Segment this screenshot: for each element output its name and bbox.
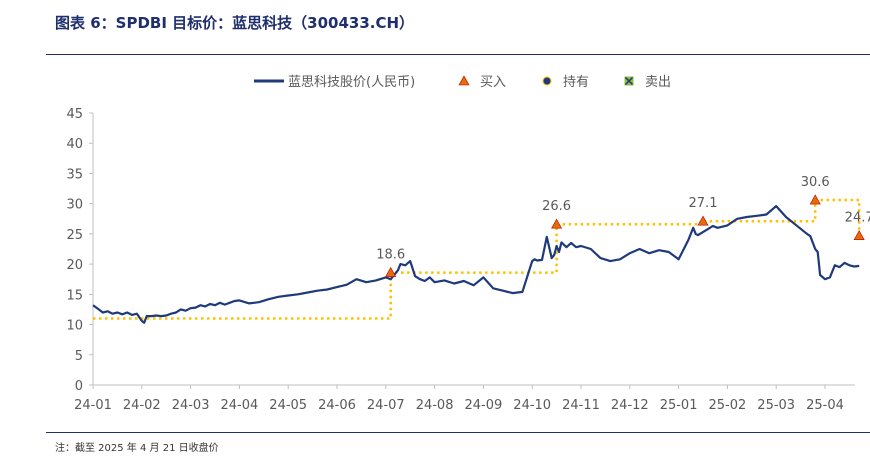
rating-marker-2 bbox=[697, 215, 709, 226]
legend-label-2: 持有 bbox=[563, 75, 589, 90]
target-label-3: 30.6 bbox=[801, 175, 830, 190]
rating-marker-4 bbox=[853, 230, 865, 241]
x-tick-label: 24-11 bbox=[562, 398, 600, 413]
x-tick-label: 24-12 bbox=[611, 398, 649, 413]
y-tick-label: 15 bbox=[66, 288, 83, 303]
x-tick-label: 24-07 bbox=[367, 398, 405, 413]
y-tick-label: 5 bbox=[75, 349, 83, 364]
y-tick-label: 0 bbox=[75, 379, 83, 394]
legend-swatch-3 bbox=[624, 76, 634, 86]
x-tick-label: 24-01 bbox=[74, 398, 112, 413]
legend-label-3: 卖出 bbox=[645, 75, 671, 90]
y-tick-label: 25 bbox=[66, 228, 83, 243]
x-tick-label: 25-02 bbox=[709, 398, 747, 413]
x-tick-label: 25-04 bbox=[806, 398, 844, 413]
x-tick-label: 24-05 bbox=[269, 398, 307, 413]
y-tick-label: 10 bbox=[66, 319, 83, 334]
stock-chart: 蓝思科技股价(人民币) 买入 持有 卖出 0 5 10 15 20 25 30 35 40 45 24-… bbox=[66, 75, 870, 413]
x-tick-label: 24-06 bbox=[318, 398, 356, 413]
legend-label-1: 买入 bbox=[480, 75, 506, 90]
target-label-1: 26.6 bbox=[542, 199, 571, 214]
legend-swatch-3-cross bbox=[624, 76, 634, 86]
header-rule bbox=[46, 54, 870, 55]
x-tick-label: 24-08 bbox=[416, 398, 454, 413]
x-tick-label: 24-02 bbox=[123, 398, 161, 413]
x-tick-label: 24-03 bbox=[172, 398, 210, 413]
legend-label-0: 蓝思科技股价(人民币) bbox=[288, 75, 415, 90]
y-tick-label: 40 bbox=[66, 137, 83, 152]
rating-marker-3 bbox=[809, 194, 821, 205]
legend-swatch-1 bbox=[458, 75, 470, 86]
y-tick-label: 45 bbox=[66, 107, 83, 122]
series-layer bbox=[92, 198, 861, 324]
markers-layer: 18.6 26.6 27.1 30.6 24.7 bbox=[376, 175, 870, 277]
y-tick-label: 30 bbox=[66, 198, 83, 213]
x-tick-label: 25-03 bbox=[757, 398, 795, 413]
price-line bbox=[92, 205, 860, 324]
target-label-0: 18.6 bbox=[376, 248, 405, 263]
y-axis: 0 5 10 15 20 25 30 35 40 45 bbox=[66, 107, 94, 394]
x-tick-label: 24-10 bbox=[513, 398, 551, 413]
footnote: 注：截至 2025 年 4 月 21 日收盘价 bbox=[55, 443, 219, 454]
legend-swatch-2 bbox=[542, 76, 552, 86]
page-title: 图表 6：SPDBI 目标价：蓝思科技（300433.CH） bbox=[55, 14, 415, 32]
rating-marker-1 bbox=[551, 218, 563, 229]
legend: 蓝思科技股价(人民币) 买入 持有 卖出 bbox=[254, 75, 671, 90]
y-tick-label: 35 bbox=[66, 167, 83, 182]
y-tick-label: 20 bbox=[66, 258, 83, 273]
x-tick-label: 24-04 bbox=[221, 398, 259, 413]
target-label-2: 27.1 bbox=[689, 196, 718, 211]
target-label-4: 24.7 bbox=[845, 211, 870, 226]
footer-rule bbox=[46, 432, 870, 433]
rating-marker-0 bbox=[385, 266, 397, 277]
x-axis: 24-01 24-02 24-03 24-04 24-05 24-06 24-07 24-08… bbox=[74, 384, 855, 413]
x-tick-label: 25-01 bbox=[660, 398, 698, 413]
x-tick-label: 24-09 bbox=[465, 398, 503, 413]
